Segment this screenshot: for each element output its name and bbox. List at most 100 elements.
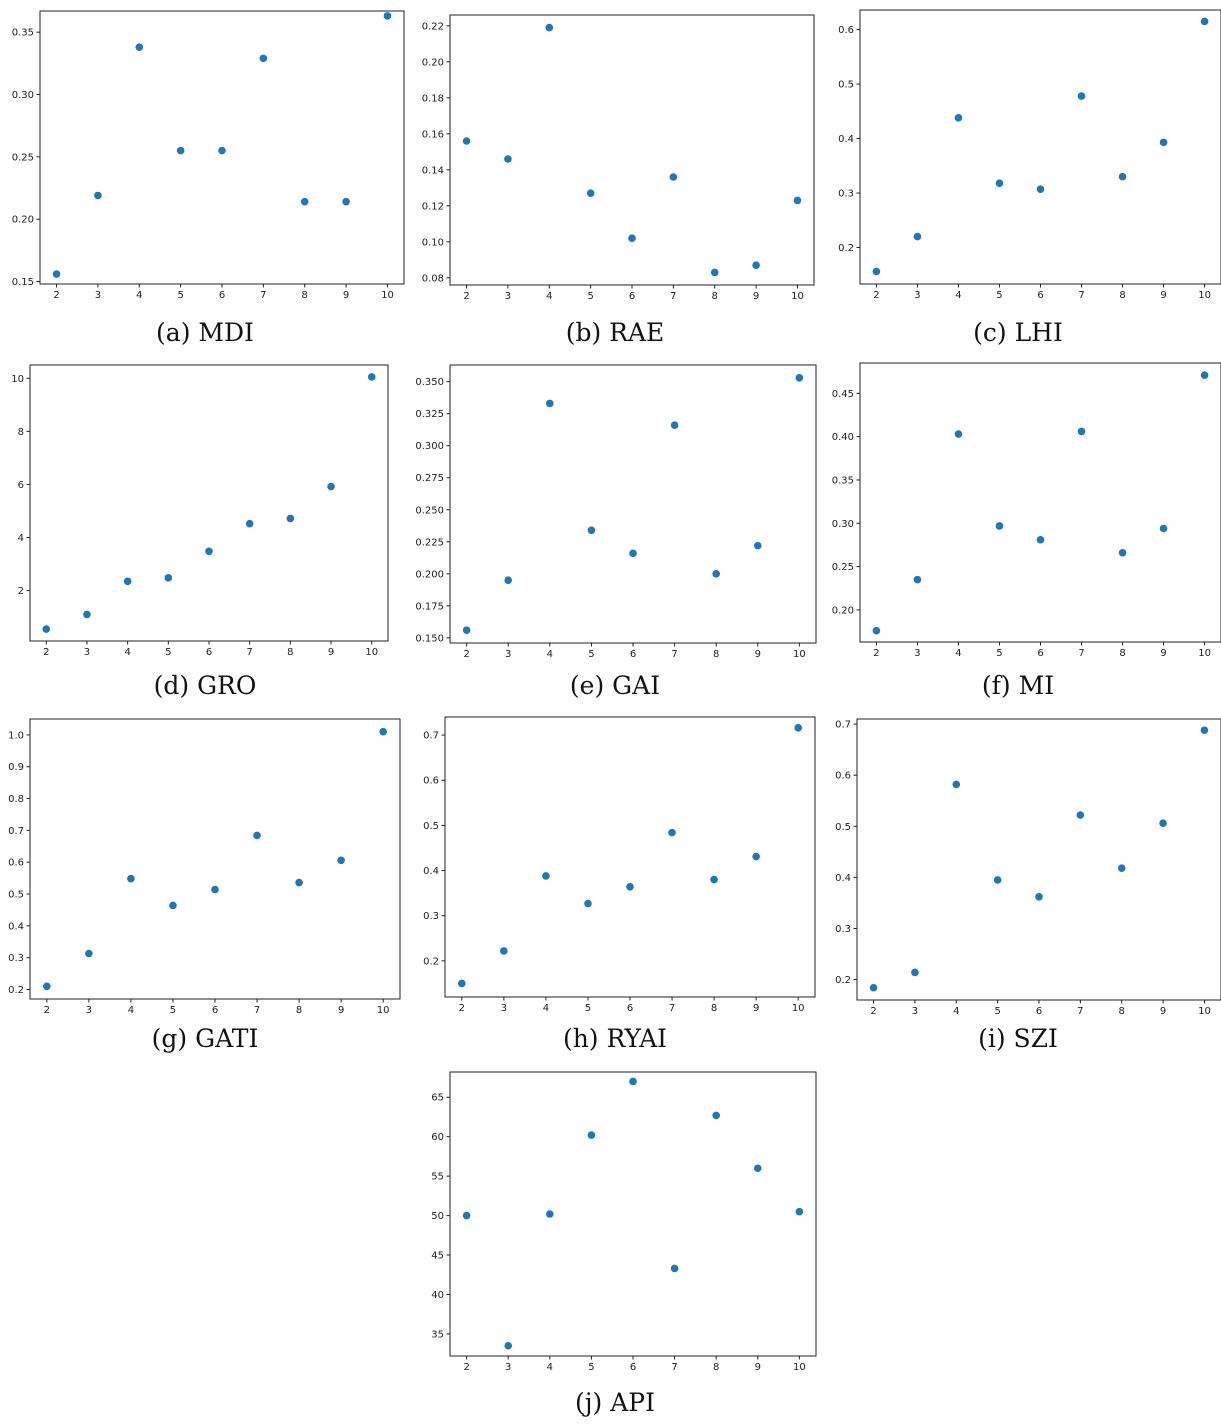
x-tick-label: 9: [338, 1005, 344, 1016]
x-tick-label: 7: [670, 291, 676, 302]
y-tick-label: 0.45: [832, 389, 854, 400]
data-point: [462, 1211, 471, 1220]
x-tick-label: 6: [630, 649, 636, 660]
x-tick-label: 7: [669, 1003, 675, 1014]
x-tick-label: 6: [219, 290, 225, 301]
data-point: [205, 547, 213, 556]
x-tick-label: 8: [711, 1003, 717, 1014]
data-point: [587, 1131, 596, 1139]
data-point: [337, 856, 345, 865]
data-point: [52, 270, 61, 278]
x-tick-label: 2: [463, 291, 469, 302]
x-tick-label: 6: [630, 1362, 636, 1373]
data-point: [83, 610, 91, 619]
scatter-plot-gai: 2 3 4 5 6 7 8 9 10 0.150 0.175 0.200 0.225 0.250 0.275…: [415, 364, 817, 660]
data-point: [94, 191, 102, 200]
chart-panel-ryai: 2 3 4 5 6 7 8 9 10 0.2 0.3 0.4 0.5 0.6 0.7 (h) RYAI: [410, 710, 820, 1065]
data-point: [795, 1207, 804, 1216]
y-tick-label: 0.7: [423, 731, 439, 742]
data-point: [1159, 524, 1168, 533]
x-tick-label: 5: [994, 1006, 1000, 1017]
data-point: [753, 541, 762, 550]
caption-mi: (f) MI: [981, 671, 1055, 700]
y-tick-label: 8: [18, 427, 24, 438]
y-tick-label: 0.325: [415, 409, 444, 420]
x-tick-label: 4: [124, 647, 130, 658]
y-tick-label: 0.35: [12, 28, 34, 39]
data-point: [1118, 548, 1127, 557]
x-tick-label: 3: [505, 649, 511, 660]
plot-frame: [449, 14, 815, 286]
x-tick-label: 4: [547, 1362, 553, 1373]
data-point: [793, 196, 802, 205]
y-tick-label: 0.5: [423, 821, 439, 832]
chart-panel-gati: 2 3 4 5 6 7 8 9 10 0.2 0.3 0.4 0.5 0.6 0.7 0.8 0.9 1.0 (g…: [0, 710, 410, 1065]
x-tick-label: 7: [671, 649, 677, 660]
data-point: [668, 828, 676, 837]
caption-ryai: (h) RYAI: [562, 1024, 668, 1053]
y-tick-label: 0.08: [422, 273, 444, 284]
y-tick-label: 65: [431, 1093, 444, 1104]
data-point: [462, 137, 471, 145]
data-point: [913, 575, 922, 584]
y-tick-label: 0.7: [8, 826, 24, 837]
y-tick-label: 40: [431, 1290, 444, 1301]
x-tick-label: 5: [170, 1005, 176, 1016]
data-point: [752, 261, 760, 270]
y-tick-label: 0.2: [835, 975, 851, 986]
data-point: [500, 947, 508, 955]
y-tick-label: 0.225: [415, 537, 444, 548]
caption-mdi: (a) MDI: [156, 318, 254, 347]
x-tick-label: 9: [1160, 290, 1166, 301]
data-point: [993, 876, 1002, 884]
x-tick-label: 10: [377, 1005, 390, 1016]
x-tick-label: 4: [136, 290, 142, 301]
y-tick-label: 0.22: [422, 21, 444, 32]
x-tick-label: 6: [1037, 290, 1043, 301]
data-point: [1035, 892, 1043, 901]
x-tick-label: 3: [914, 648, 920, 659]
x-tick-label: 7: [1077, 1006, 1083, 1017]
caption-gati: (g) GATI: [151, 1024, 259, 1053]
chart-panel-szi: 2 3 4 5 6 7 8 9 10 0.2 0.3 0.4 0.5 0.6 0.7 (i) SZI: [815, 710, 1221, 1065]
x-tick-label: 6: [629, 291, 635, 302]
data-point: [1200, 17, 1209, 26]
x-tick-label: 10: [793, 1362, 806, 1373]
x-tick-label: 2: [870, 1006, 876, 1017]
x-tick-label: 4: [543, 1003, 549, 1014]
data-point: [628, 234, 636, 242]
x-tick-label: 2: [44, 1005, 50, 1016]
x-tick-label: 10: [791, 291, 804, 302]
data-point: [584, 899, 592, 908]
x-tick-label: 5: [996, 290, 1002, 301]
data-point: [1036, 535, 1045, 544]
caption-szi: (i) SZI: [978, 1024, 1058, 1053]
x-tick-label: 4: [955, 648, 961, 659]
x-tick-label: 4: [128, 1005, 134, 1016]
data-point: [546, 399, 554, 408]
x-tick-label: 9: [343, 290, 349, 301]
data-point: [218, 146, 226, 155]
data-point: [253, 831, 261, 840]
plot-frame: [859, 362, 1221, 643]
y-tick-label: 35: [431, 1329, 444, 1340]
x-tick-label: 7: [246, 647, 252, 658]
x-tick-label: 8: [713, 649, 719, 660]
data-point: [546, 1210, 554, 1218]
chart-panel-lhi: 2 3 4 5 6 7 8 9 10 0.2 0.3 0.4 0.5 0.6 (c) LHI: [815, 0, 1221, 355]
y-tick-label: 0.15: [12, 277, 34, 288]
chart-panel-api: 2 3 4 5 6 7 8 9 10 35 40 45 50 55 60 65 (j) API: [405, 1065, 825, 1425]
x-tick-label: 8: [296, 1005, 302, 1016]
data-point: [795, 374, 804, 382]
data-point: [123, 577, 132, 586]
data-point: [1159, 819, 1167, 828]
plot-frame: [449, 364, 817, 644]
x-tick-label: 3: [505, 291, 511, 302]
x-tick-label: 3: [86, 1005, 92, 1016]
data-point: [379, 727, 387, 736]
data-point: [383, 12, 392, 20]
data-point: [670, 421, 679, 430]
data-point: [327, 482, 335, 491]
x-tick-label: 5: [587, 291, 593, 302]
x-tick-label: 10: [1198, 648, 1211, 659]
